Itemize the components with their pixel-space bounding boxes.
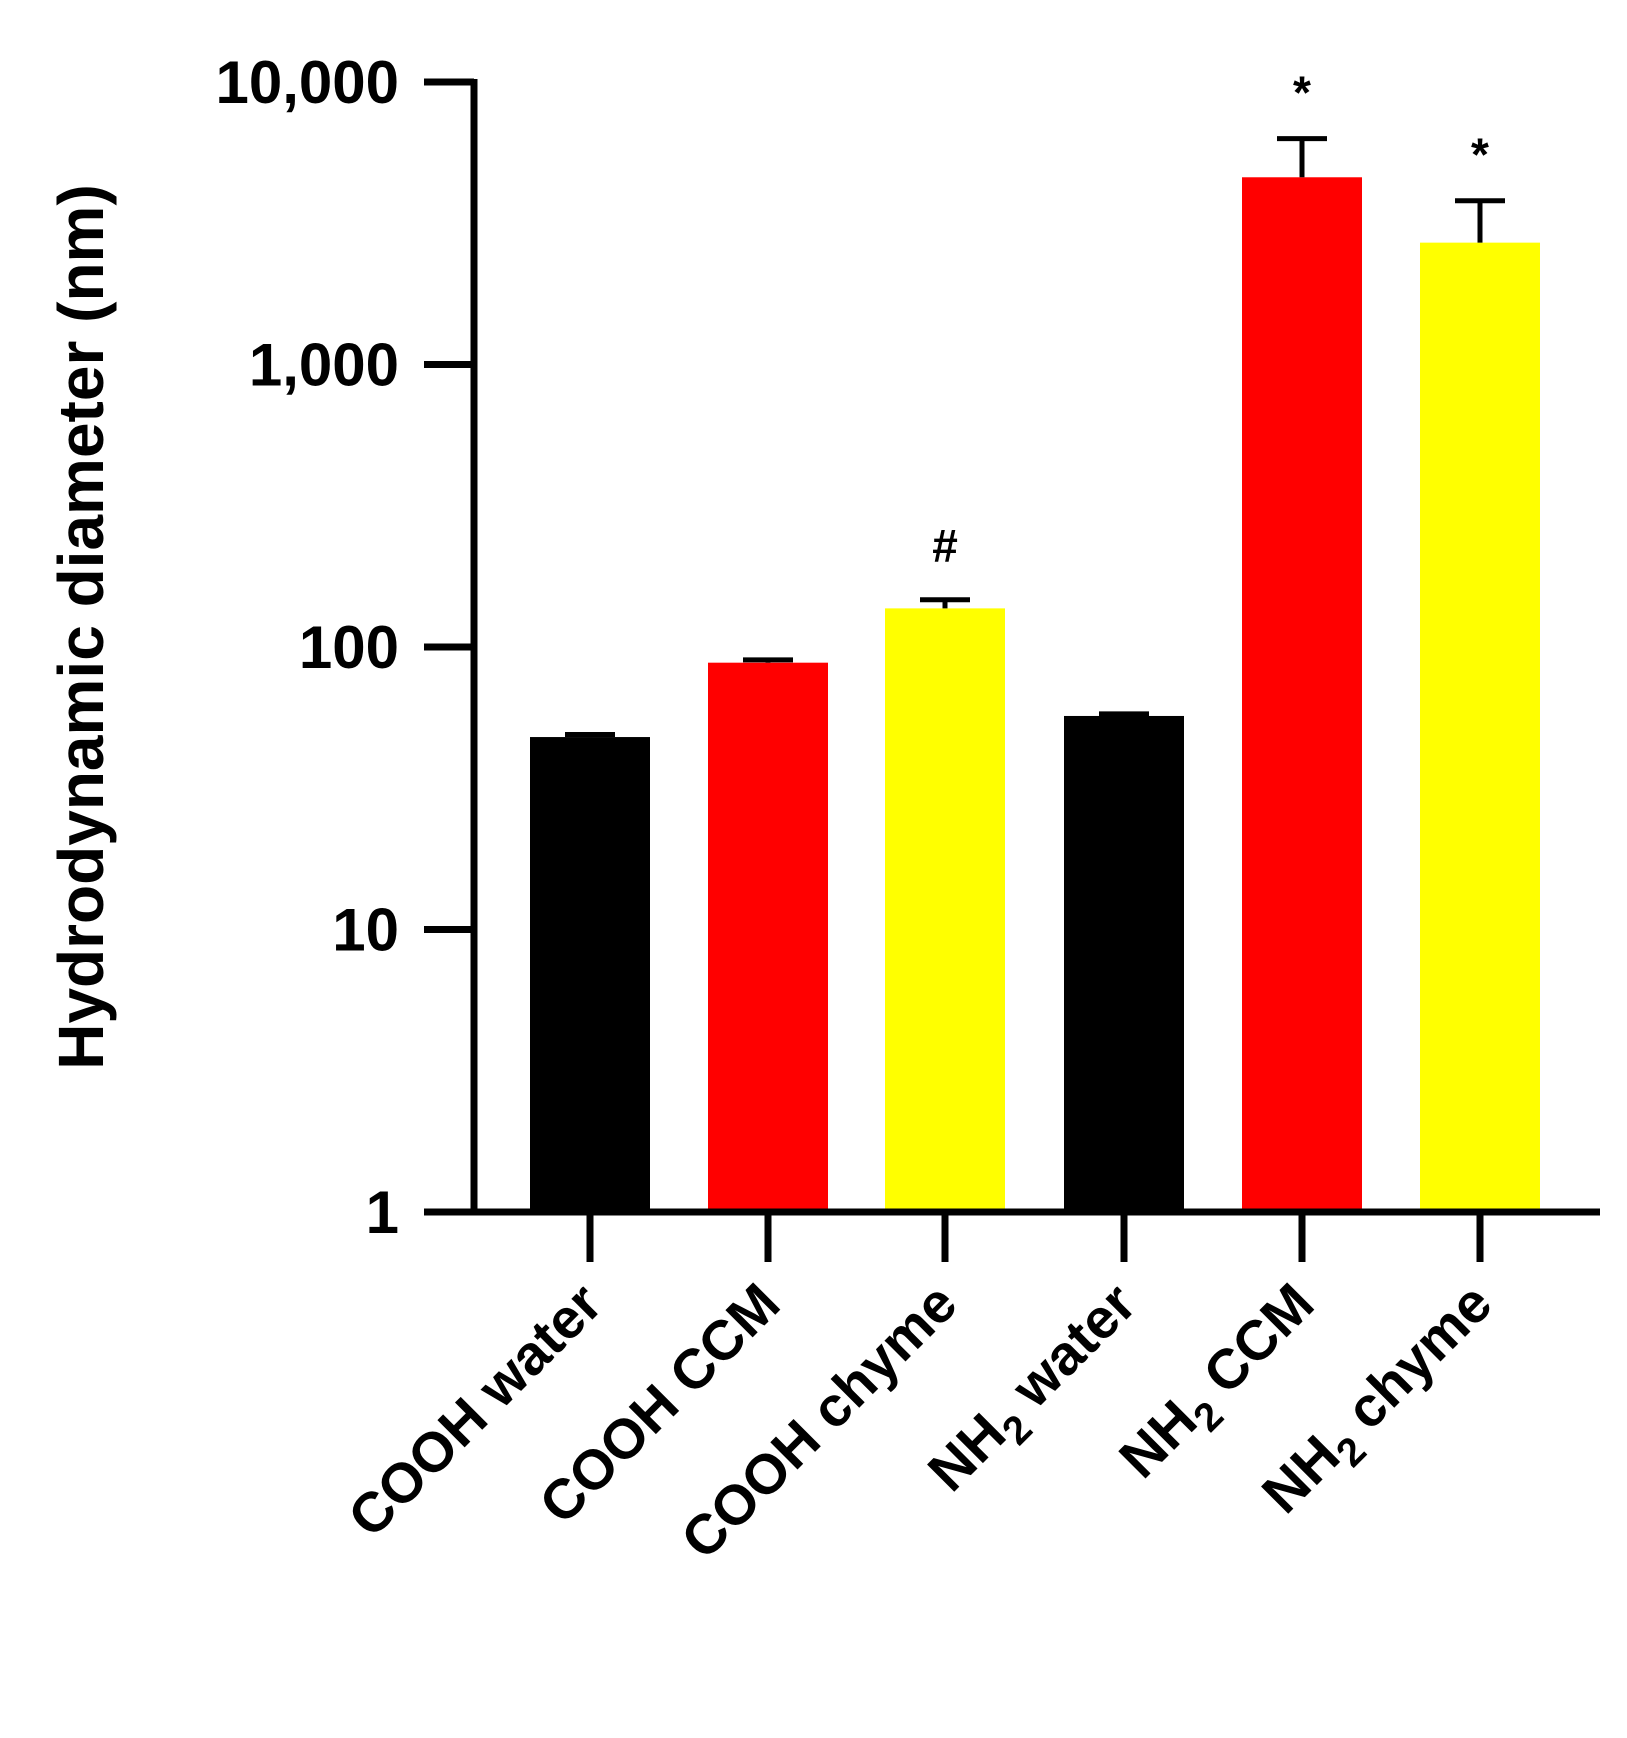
annotation-6: * [1471,129,1489,181]
bar-4 [1064,715,1184,1212]
bar-1 [530,737,650,1212]
bar-6 [1420,242,1540,1212]
y-axis-label: Hydrodynamic diameter (nm) [45,184,117,1070]
y-tick-label-1: 1 [366,1179,399,1246]
y-tick-label-1000: 1,000 [249,332,399,399]
y-tick-label-100: 100 [299,614,399,681]
bar-2 [708,662,828,1212]
bar-5 [1242,177,1362,1213]
y-tick-label-10000: 10,000 [215,49,399,116]
bar-3 [885,608,1005,1212]
y-tick-label-10: 10 [332,897,399,964]
annotation-5: * [1293,67,1311,119]
annotation-3: # [932,520,958,572]
